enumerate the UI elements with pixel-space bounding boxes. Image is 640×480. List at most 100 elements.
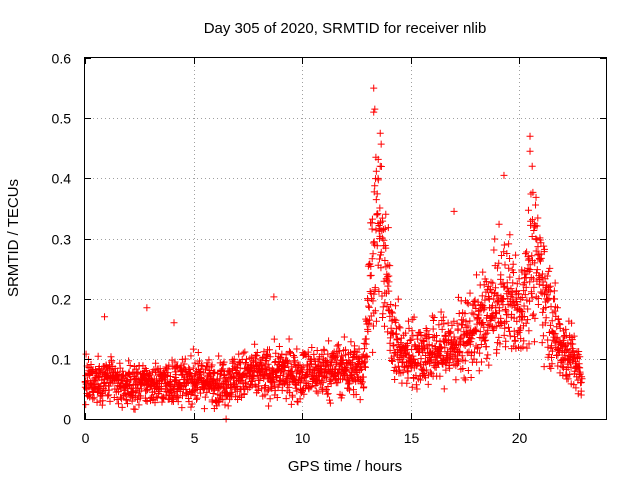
data-point	[322, 385, 330, 393]
chart-title: Day 305 of 2020, SRMTID for receiver nli…	[204, 20, 487, 37]
data-point	[84, 392, 92, 400]
data-point	[536, 256, 544, 264]
data-point	[334, 379, 342, 387]
data-point	[551, 330, 559, 338]
data-point	[114, 400, 122, 408]
data-point	[484, 320, 492, 328]
data-point	[538, 339, 546, 347]
data-point	[550, 287, 558, 295]
data-point	[476, 328, 484, 336]
data-point	[379, 225, 387, 233]
data-point	[289, 393, 297, 401]
data-point	[487, 278, 495, 286]
data-point	[135, 401, 143, 409]
data-point	[414, 335, 422, 343]
data-point	[104, 364, 112, 372]
data-point	[462, 323, 470, 331]
data-point	[548, 342, 556, 350]
data-point	[234, 395, 242, 403]
data-point	[308, 344, 316, 352]
data-point	[545, 294, 553, 302]
data-point	[385, 272, 393, 280]
data-point	[368, 215, 376, 223]
data-point	[546, 321, 554, 329]
data-point	[429, 325, 437, 333]
data-point	[541, 319, 549, 327]
data-point	[365, 302, 373, 310]
data-point	[99, 397, 107, 405]
data-point	[381, 225, 389, 233]
data-point	[461, 376, 469, 384]
data-point	[553, 351, 561, 359]
data-point	[435, 321, 443, 329]
y-tick-label: 0.6	[52, 51, 72, 67]
data-point	[368, 225, 376, 233]
data-point	[570, 332, 578, 340]
data-point	[555, 320, 563, 328]
data-point	[230, 355, 238, 363]
data-point	[545, 267, 553, 275]
data-point	[540, 242, 548, 250]
data-point	[440, 320, 448, 328]
data-point	[506, 273, 514, 281]
data-point	[393, 335, 401, 343]
data-point	[316, 362, 324, 370]
data-point	[89, 395, 97, 403]
data-point	[545, 283, 553, 291]
data-point	[164, 369, 172, 377]
data-point	[546, 282, 554, 290]
data-point	[487, 285, 495, 293]
data-point	[479, 319, 487, 327]
data-point	[502, 307, 510, 315]
data-point	[251, 340, 259, 348]
ticks-layer: 0 0.1 0.2 0.3 0.4 0.5 0.6 0 5 10 15 20	[52, 51, 606, 446]
data-point	[285, 347, 293, 355]
data-point	[189, 364, 197, 372]
data-point	[425, 341, 433, 349]
data-point	[181, 355, 189, 363]
x-tick-label: 5	[191, 430, 199, 446]
data-point	[492, 323, 500, 331]
data-point	[494, 291, 502, 299]
data-point	[259, 371, 267, 379]
data-point	[471, 301, 479, 309]
data-point	[368, 255, 376, 263]
data-point	[277, 353, 285, 361]
data-point	[476, 349, 484, 357]
data-point	[399, 358, 407, 366]
data-point	[289, 352, 297, 360]
data-point	[380, 236, 388, 244]
data-point	[290, 358, 298, 366]
data-point	[454, 293, 462, 301]
data-point	[538, 273, 546, 281]
data-point	[527, 290, 535, 298]
data-point	[526, 147, 534, 155]
data-point	[562, 325, 570, 333]
data-point	[282, 395, 290, 403]
data-point	[209, 389, 217, 397]
data-point	[500, 331, 508, 339]
data-point	[381, 322, 389, 330]
data-point	[262, 382, 270, 390]
data-point	[505, 240, 513, 248]
data-point	[506, 254, 514, 262]
data-point	[526, 261, 534, 269]
data-point	[285, 379, 293, 387]
x-tick-label: 20	[512, 430, 528, 446]
data-point	[558, 363, 566, 371]
data-point	[529, 216, 537, 224]
x-tick-label: 15	[404, 430, 420, 446]
data-point	[437, 348, 445, 356]
data-point	[191, 359, 199, 367]
data-point	[178, 404, 186, 412]
data-point	[470, 310, 478, 318]
data-point	[105, 386, 113, 394]
data-point	[372, 226, 380, 234]
data-point	[314, 389, 322, 397]
data-point	[320, 347, 328, 355]
data-point	[484, 351, 492, 359]
data-point	[265, 373, 273, 381]
data-point	[505, 323, 513, 331]
data-point	[370, 84, 378, 92]
data-point	[174, 393, 182, 401]
